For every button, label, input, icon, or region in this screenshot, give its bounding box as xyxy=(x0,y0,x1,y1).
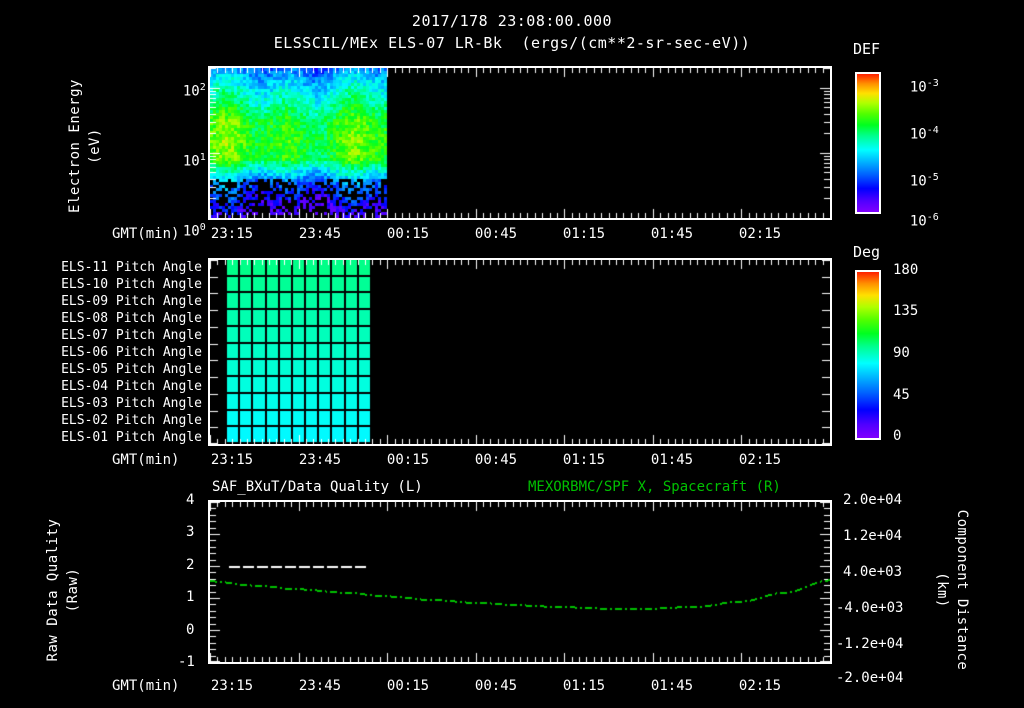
pitch-angle-image xyxy=(210,260,830,444)
panel3-ytick-left-0: 4 xyxy=(186,492,195,508)
panel2-row-label-9: ELS-02 Pitch Angle xyxy=(61,413,202,428)
panel3-xtick-3: 00:45 xyxy=(474,678,518,694)
panel3-ytick-left-3: 1 xyxy=(186,589,195,605)
panel3-ylabel-left-line2: (Raw) xyxy=(65,567,81,613)
panel-electron-energy xyxy=(208,66,832,220)
panel-pitch-angle xyxy=(208,258,832,446)
panel3-xtick-5: 01:45 xyxy=(650,678,694,694)
line-plot-area xyxy=(210,502,830,662)
panel2-xtick-3: 00:45 xyxy=(474,452,518,468)
panel2-row-label-1: ELS-10 Pitch Angle xyxy=(61,277,202,292)
panel1-ylabel-line2: (eV) xyxy=(87,128,103,164)
panel1-xtick-5: 01:45 xyxy=(650,226,694,242)
panel2-xtick-2: 00:15 xyxy=(386,452,430,468)
panel3-ytick-left-5: -1 xyxy=(178,654,195,670)
panel1-xlabel: GMT(min) xyxy=(112,226,180,242)
panel3-xtick-6: 02:15 xyxy=(738,678,782,694)
colorbar1-tick-1: 10-4 xyxy=(909,125,939,143)
panel3-ytick-right-2: 4.0e+03 xyxy=(843,564,903,580)
panel2-xtick-1: 23:45 xyxy=(298,452,342,468)
panel2-row-label-4: ELS-07 Pitch Angle xyxy=(61,328,202,343)
panel1-xtick-0: 23:15 xyxy=(210,226,254,242)
panel2-row-label-3: ELS-08 Pitch Angle xyxy=(61,311,202,326)
panel1-xtick-2: 00:15 xyxy=(386,226,430,242)
colorbar2-tick-4: 0 xyxy=(893,428,902,444)
panel3-xtick-0: 23:15 xyxy=(210,678,254,694)
panel3-ytick-right-5: -2.0e+04 xyxy=(836,670,904,686)
panel2-xtick-0: 23:15 xyxy=(210,452,254,468)
panel3-ytick-right-0: 2.0e+04 xyxy=(843,492,903,508)
panel1-xtick-6: 02:15 xyxy=(738,226,782,242)
panel3-ylabel-left-line1: Raw Data Quality xyxy=(45,518,61,662)
panel3-ytick-left-1: 3 xyxy=(186,524,195,540)
panel2-xtick-6: 02:15 xyxy=(738,452,782,468)
panel2-row-label-10: ELS-01 Pitch Angle xyxy=(61,430,202,445)
panel1-xtick-3: 00:45 xyxy=(474,226,518,242)
panel3-ytick-left-2: 2 xyxy=(186,557,195,573)
colorbar2-tick-3: 45 xyxy=(893,387,910,403)
panel3-ytick-right-3: -4.0e+03 xyxy=(836,600,904,616)
colorbar1-tick-0: 10-3 xyxy=(909,78,939,96)
panel2-row-label-8: ELS-03 Pitch Angle xyxy=(61,396,202,411)
panel3-ylabel-right-line2: (km) xyxy=(934,572,950,608)
panel2-row-label-0: ELS-11 Pitch Angle xyxy=(61,260,202,275)
panel3-title-left: SAF_BXuT/Data Quality (L) xyxy=(212,479,423,495)
colorbar2-tick-0: 180 xyxy=(893,262,919,278)
panel2-xtick-4: 01:15 xyxy=(562,452,606,468)
panel3-xtick-4: 01:15 xyxy=(562,678,606,694)
panel3-title-right: MEXORBMC/SPF X, Spacecraft (R) xyxy=(528,479,781,495)
panel2-row-label-2: ELS-09 Pitch Angle xyxy=(61,294,202,309)
panel2-row-label-5: ELS-06 Pitch Angle xyxy=(61,345,202,360)
panel1-xtick-1: 23:45 xyxy=(298,226,342,242)
panel3-ylabel-right-line1: Component Distance xyxy=(954,509,970,671)
panel3-ytick-right-1: 1.2e+04 xyxy=(843,528,903,544)
page-title: 2017/178 23:08:00.000 xyxy=(411,12,613,30)
panel2-row-label-7: ELS-04 Pitch Angle xyxy=(61,379,202,394)
spectrogram-image xyxy=(210,68,830,218)
colorbar2-tick-1: 135 xyxy=(893,303,919,319)
panel2-xlabel: GMT(min) xyxy=(112,452,180,468)
panel3-xtick-2: 00:15 xyxy=(386,678,430,694)
colorbar2-tick-2: 90 xyxy=(893,345,910,361)
panel3-ytick-right-4: -1.2e+04 xyxy=(836,636,904,652)
panel1-ylabel-line1: Electron Energy xyxy=(67,79,83,213)
panel3-xlabel: GMT(min) xyxy=(112,678,180,694)
colorbar1-tick-3: 10-6 xyxy=(909,212,939,230)
colorbar1-tick-2: 10-5 xyxy=(909,172,939,190)
colorbar2-title: Deg xyxy=(853,243,881,261)
panel1-ytick-2: 100 xyxy=(182,222,206,240)
page-subtitle: ELSSCIL/MEx ELS-07 LR-Bk (ergs/(cm**2-sr… xyxy=(273,34,751,52)
colorbar2-gradient xyxy=(855,270,881,440)
panel2-xtick-5: 01:45 xyxy=(650,452,694,468)
panel2-row-label-6: ELS-05 Pitch Angle xyxy=(61,362,202,377)
panel3-ytick-left-4: 0 xyxy=(186,622,195,638)
colorbar1-gradient xyxy=(855,72,881,214)
panel1-xtick-4: 01:15 xyxy=(562,226,606,242)
panel1-ytick-0: 102 xyxy=(182,82,206,100)
panel3-xtick-1: 23:45 xyxy=(298,678,342,694)
panel1-ytick-1: 101 xyxy=(182,152,206,170)
panel-data-quality xyxy=(208,500,832,664)
colorbar1-title: DEF xyxy=(853,40,881,58)
